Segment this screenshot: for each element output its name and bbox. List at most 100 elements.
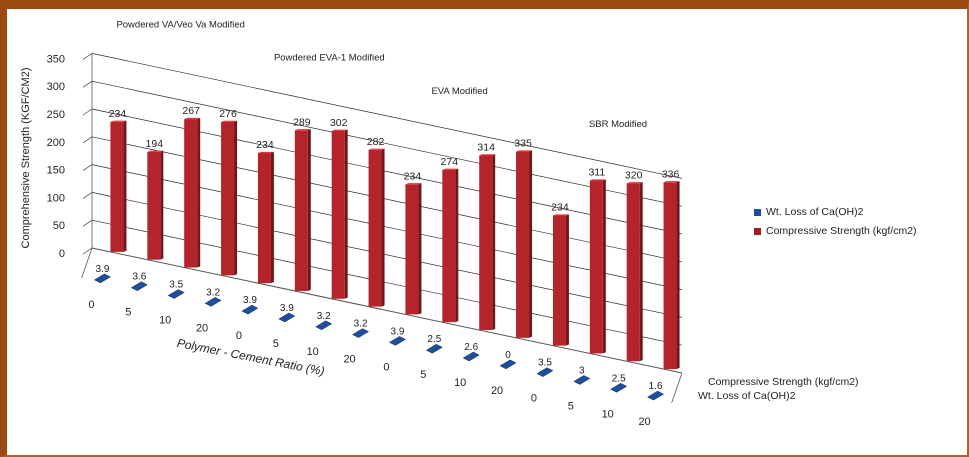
strength-data-label: 267	[182, 105, 200, 117]
legend-item-wt-loss: Wt. Loss of Ca(OH)2	[754, 206, 863, 218]
wt-loss-data-label: 3.5	[169, 280, 183, 291]
strength-bar-top	[516, 150, 533, 152]
legend-swatch-wt-loss	[754, 208, 761, 216]
strength-bar	[184, 117, 201, 268]
strength-bar-side	[639, 182, 643, 362]
wt-loss-tile	[315, 320, 333, 331]
strength-bar-side	[565, 214, 569, 346]
wt-loss-data-label: 3.9	[390, 326, 404, 337]
wt-loss-tile	[278, 312, 296, 323]
x-tick-label: 10	[454, 377, 466, 389]
strength-bar-top	[331, 129, 348, 131]
wt-loss-data-label: 2.5	[612, 373, 626, 384]
strength-bar-front	[626, 183, 640, 362]
wt-loss-data-label: 3.2	[206, 287, 220, 298]
strength-data-label: 234	[551, 202, 569, 214]
depth-label-strength: Compressive Strength (kgf/cm2)	[708, 376, 859, 388]
x-tick-label: 10	[159, 315, 171, 327]
wt-loss-tile	[573, 375, 591, 385]
strength-bar-front	[221, 121, 235, 276]
group-labels: Powdered VA/Veo Va Modified Powdered EVA-…	[116, 19, 647, 130]
legend-label-wt-loss: Wt. Loss of Ca(OH)2	[766, 206, 864, 219]
strength-bar-side	[455, 168, 459, 323]
strength-data-label: 336	[662, 168, 680, 180]
strength-bar-front	[110, 121, 124, 252]
strength-bar-front	[294, 130, 308, 291]
strength-bar	[405, 183, 422, 315]
y-tick-label: 100	[47, 192, 65, 204]
wt-loss-tile	[388, 336, 406, 346]
wt-loss-data-label: 3	[579, 365, 585, 376]
legend-swatch-strength	[754, 227, 761, 235]
strength-bar-side	[602, 179, 606, 354]
x-tick-label: 20	[491, 385, 503, 397]
strength-bar	[442, 168, 459, 323]
bars: 2343.91943.62673.52763.22343.92893.93023…	[93, 105, 680, 401]
strength-bar-side	[418, 183, 422, 315]
wt-loss-data-label: 1.6	[649, 381, 663, 392]
wt-loss-tile	[499, 359, 517, 370]
strength-bar	[368, 148, 385, 307]
strength-bar-side	[529, 150, 533, 338]
strength-bar	[221, 120, 238, 276]
y-tick-label: 250	[47, 109, 65, 121]
strength-bar-top	[626, 182, 643, 184]
strength-data-label: 274	[441, 156, 459, 168]
group-label: Powdered VA/Veo Va Modified	[116, 19, 245, 30]
strength-bar	[479, 154, 496, 331]
x-tick-label: 0	[236, 330, 242, 342]
strength-bar	[110, 120, 127, 252]
y-tick-label: 50	[53, 220, 65, 232]
strength-bar-top	[110, 120, 127, 122]
wt-loss-data-label: 0	[505, 350, 511, 361]
y-axis-label: Comprehensive Strength (KGF/CM2)	[20, 68, 32, 249]
strength-bar-side	[344, 129, 348, 299]
x-tick-label: 10	[307, 346, 319, 358]
strength-bar-side	[234, 120, 238, 276]
wt-loss-tile	[352, 328, 370, 338]
wt-loss-data-label: 3.9	[95, 264, 109, 275]
x-tick-label: 5	[125, 307, 131, 319]
strength-bar-front	[147, 151, 161, 260]
y-tick-label: 0	[59, 248, 65, 260]
x-tick-label: 10	[602, 408, 614, 420]
group-label: EVA Modified	[431, 86, 487, 97]
y-wall-line	[82, 136, 93, 144]
x-tick-label: 20	[638, 416, 650, 428]
strength-bar-side	[307, 129, 311, 291]
strength-data-label: 289	[293, 116, 311, 128]
floor-side-edge	[81, 247, 93, 279]
strength-bar-side	[123, 120, 127, 252]
strength-bar-top	[552, 214, 569, 216]
strength-bar-top	[663, 181, 680, 183]
y-wall-line	[82, 164, 93, 171]
strength-bar-top	[294, 129, 311, 131]
strength-data-label: 302	[330, 117, 348, 129]
strength-bar-front	[516, 151, 530, 338]
wt-loss-data-label: 3.2	[317, 311, 331, 322]
strength-data-label: 282	[367, 136, 385, 148]
wt-loss-tile	[93, 273, 111, 284]
strength-data-label: 234	[404, 170, 422, 182]
strength-bar-front	[589, 180, 603, 354]
x-tick-label: 5	[420, 369, 426, 381]
y-tick-label: 150	[47, 165, 65, 177]
strength-bar-side	[492, 154, 496, 331]
strength-bar-front	[257, 153, 271, 284]
wt-loss-data-label: 3.5	[538, 358, 552, 369]
y-wall-line	[82, 108, 93, 116]
strength-data-label: 311	[588, 167, 605, 179]
y-wall-line	[82, 247, 93, 255]
strength-bar-front	[368, 149, 382, 307]
y-tick-label: 350	[47, 53, 65, 65]
gridline	[91, 80, 683, 207]
wt-loss-tile	[425, 343, 443, 354]
strength-bar-top	[589, 179, 606, 181]
x-tick-label: 5	[568, 400, 574, 412]
strength-bar-top	[405, 183, 422, 185]
strength-data-label: 234	[256, 139, 274, 151]
strength-bar-side	[270, 151, 274, 284]
floor-side-edge	[671, 372, 683, 404]
wt-loss-data-label: 3.6	[132, 272, 146, 283]
wt-loss-data-label: 2.5	[427, 334, 441, 345]
